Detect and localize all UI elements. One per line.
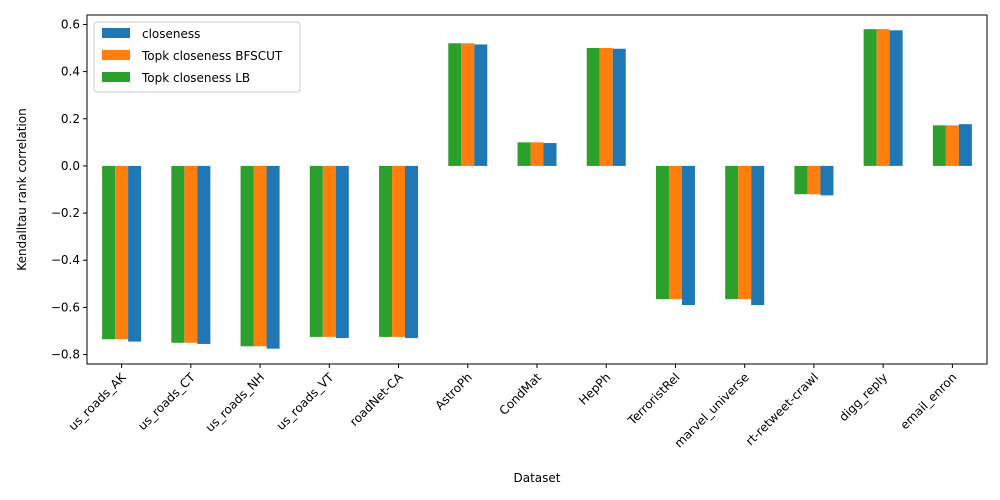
bar-closeness-us_roads_nh: [266, 165, 280, 349]
bar-closeness-rt-retweet-crawl: [820, 165, 834, 196]
bar-closeness-digg_reply: [889, 30, 903, 166]
bar-closeness-roadnet-ca: [405, 165, 419, 339]
bar-closeness-marvel_universe: [751, 165, 765, 306]
y-tick-label: −0.6: [51, 300, 80, 314]
bar-topk-closeness-bfscut-us_roads_vt: [322, 165, 336, 337]
legend-label: Topk closeness BFSCUT: [141, 49, 283, 63]
y-tick-label: −0.2: [51, 206, 80, 220]
bar-topk-closeness-bfscut-terroristrel: [668, 165, 682, 300]
bar-topk-closeness-lb-us_roads_ak: [102, 165, 116, 340]
y-tick-label: 0.4: [61, 65, 80, 79]
bar-topk-closeness-lb-marvel_universe: [725, 165, 739, 300]
bar-topk-closeness-bfscut-condmat: [530, 142, 544, 166]
y-tick-label: −0.8: [51, 348, 80, 362]
bars-group: [102, 29, 972, 349]
bar-topk-closeness-lb-astroph: [448, 43, 462, 166]
y-tick-label: −0.4: [51, 253, 80, 267]
y-tick-label: 0.6: [61, 17, 80, 31]
bar-topk-closeness-bfscut-email_enron: [945, 125, 959, 166]
bar-topk-closeness-bfscut-us_roads_ct: [184, 165, 198, 343]
legend-label: Topk closeness LB: [141, 71, 250, 85]
bar-topk-closeness-bfscut-us_roads_nh: [253, 165, 267, 347]
bar-topk-closeness-lb-digg_reply: [863, 29, 877, 166]
bar-topk-closeness-bfscut-digg_reply: [876, 29, 890, 166]
legend-label: closeness: [142, 27, 200, 41]
bar-topk-closeness-lb-condmat: [517, 142, 531, 166]
bar-topk-closeness-bfscut-marvel_universe: [738, 165, 752, 300]
plot-frame: [86, 14, 988, 365]
legend-swatch: [102, 28, 130, 38]
bar-topk-closeness-lb-hepph: [586, 48, 600, 166]
bar-closeness-email_enron: [958, 124, 972, 166]
bar-topk-closeness-lb-roadnet-ca: [379, 165, 393, 337]
bar-topk-closeness-bfscut-rt-retweet-crawl: [807, 165, 821, 195]
bar-closeness-us_roads_ak: [128, 165, 142, 342]
bar-closeness-hepph: [612, 48, 626, 166]
bar-topk-closeness-lb-us_roads_nh: [240, 165, 254, 347]
legend-frame: [93, 21, 301, 93]
bar-closeness-terroristrel: [681, 165, 695, 306]
bar-topk-closeness-bfscut-us_roads_ak: [115, 165, 129, 340]
legend: closeness Topk closeness BFSCUT Topk close…: [93, 21, 301, 93]
bar-closeness-condmat: [543, 143, 557, 166]
bar-topk-closeness-lb-terroristrel: [655, 165, 669, 300]
bar-topk-closeness-bfscut-astroph: [461, 43, 475, 166]
y-axis-title: Kendalltau rank correlation: [15, 108, 29, 270]
bar-topk-closeness-lb-us_roads_ct: [171, 165, 185, 343]
x-axis-title: Dataset: [514, 471, 561, 485]
y-tick-label: 0.0: [61, 159, 80, 173]
y-tick-label: 0.2: [61, 112, 80, 126]
bar-topk-closeness-lb-us_roads_vt: [309, 165, 323, 337]
bar-topk-closeness-lb-email_enron: [932, 125, 946, 166]
bar-closeness-astroph: [474, 44, 488, 166]
bar-topk-closeness-lb-rt-retweet-crawl: [794, 165, 808, 195]
bar-topk-closeness-bfscut-hepph: [599, 48, 613, 166]
y-axis: −0.8 −0.6 −0.4 −0.2 0.0 0.2 0.4 0.6: [51, 17, 87, 362]
bar-topk-closeness-bfscut-roadnet-ca: [392, 165, 406, 337]
legend-swatch: [102, 72, 130, 82]
legend-swatch: [102, 50, 130, 60]
bar-closeness-us_roads_vt: [335, 165, 349, 339]
bar-closeness-us_roads_ct: [197, 165, 211, 344]
